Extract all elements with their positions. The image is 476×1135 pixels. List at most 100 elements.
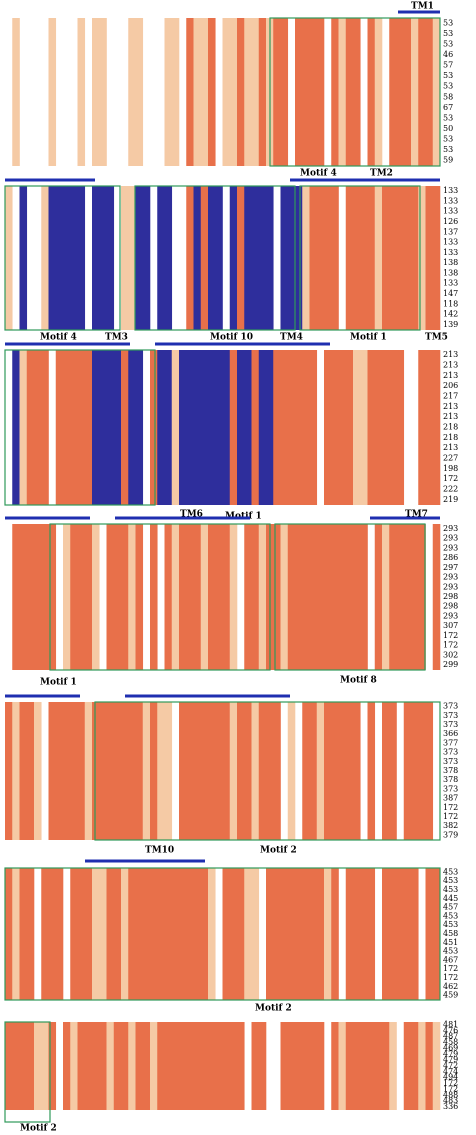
alignment-column — [432, 350, 441, 505]
position-number: 474 — [443, 1067, 458, 1076]
alignment-column — [302, 868, 310, 1000]
alignment-column — [382, 186, 390, 330]
alignment-column — [92, 18, 100, 166]
alignment-column — [374, 186, 383, 330]
position-number: 469 — [443, 1043, 458, 1052]
alignment-column — [360, 350, 368, 505]
alignment-column — [99, 186, 107, 330]
alignment-column — [324, 186, 332, 330]
alignment-column — [244, 350, 252, 505]
alignment-column — [338, 1022, 347, 1110]
alignment-column — [309, 350, 318, 505]
position-number: 147 — [443, 289, 458, 298]
alignment-column — [295, 868, 303, 1000]
alignment-column — [26, 702, 35, 840]
alignment-column — [229, 868, 238, 1000]
alignment-column — [251, 868, 260, 1000]
alignment-column — [55, 186, 64, 330]
alignment-column — [34, 1022, 42, 1110]
alignment-column — [287, 1022, 296, 1110]
alignment-column — [418, 524, 426, 670]
alignment-column — [48, 524, 57, 670]
motif-label: Motif 4 — [40, 333, 77, 343]
position-number: 451 — [443, 938, 458, 947]
alignment-column — [316, 702, 325, 840]
alignment-column — [157, 1022, 165, 1110]
alignment-column — [411, 186, 419, 330]
motif-label: TM10 — [145, 846, 174, 856]
alignment-column — [237, 868, 245, 1000]
alignment-column — [63, 186, 71, 330]
alignment-column — [331, 702, 339, 840]
alignment-column — [382, 350, 390, 505]
alignment-column — [48, 186, 57, 330]
position-number: 172 — [443, 973, 458, 982]
alignment-column — [389, 350, 397, 505]
position-number: 479 — [443, 1055, 458, 1064]
alignment-column — [331, 186, 339, 330]
alignment-column — [113, 702, 122, 840]
alignment-column — [345, 186, 354, 330]
alignment-column — [128, 868, 136, 1000]
motif-label: Motif 4 — [300, 169, 337, 179]
alignment-column — [113, 868, 122, 1000]
alignment-column — [280, 350, 289, 505]
position-number: 481 — [443, 1020, 458, 1029]
alignment-column — [208, 524, 216, 670]
position-number: 213 — [443, 402, 458, 411]
position-number: 133 — [443, 196, 458, 205]
alignment-column — [215, 186, 223, 330]
alignment-column — [77, 524, 86, 670]
alignment-column — [280, 18, 289, 166]
alignment-column — [34, 524, 42, 670]
alignment-column — [295, 524, 303, 670]
alignment-column — [150, 702, 158, 840]
alignment-column — [113, 350, 122, 505]
position-number: 142 — [443, 310, 458, 319]
alignment-column — [48, 1022, 57, 1110]
alignment-column — [367, 350, 376, 505]
alignment-column — [251, 350, 260, 505]
tm-bar — [5, 694, 80, 698]
position-number: 302 — [443, 650, 458, 659]
position-number: 453 — [443, 885, 458, 894]
alignment-column — [106, 350, 115, 505]
alignment-column — [425, 350, 434, 505]
tm-bar — [5, 516, 90, 520]
position-number: 227 — [443, 454, 458, 463]
position-number: 137 — [443, 227, 458, 236]
alignment-column — [258, 524, 267, 670]
alignment-column — [411, 868, 419, 1000]
position-number: 298 — [443, 592, 458, 601]
alignment-column — [55, 702, 64, 840]
tm-bar — [398, 10, 440, 14]
alignment-column — [179, 1022, 187, 1110]
alignment-column — [324, 868, 332, 1000]
alignment-column — [186, 18, 194, 166]
alignment-column — [302, 18, 310, 166]
alignment-column — [77, 350, 86, 505]
alignment-column — [403, 1022, 412, 1110]
alignment-column — [287, 350, 296, 505]
position-number: 453 — [443, 876, 458, 885]
position-number: 458 — [443, 1038, 458, 1047]
position-number: 297 — [443, 563, 458, 572]
alignment-column — [19, 702, 28, 840]
alignment-column — [41, 524, 49, 670]
alignment-column — [142, 1022, 151, 1110]
alignment-column — [142, 186, 151, 330]
alignment-column — [222, 18, 231, 166]
position-number: 293 — [443, 573, 458, 582]
alignment-column — [135, 1022, 144, 1110]
alignment-column — [128, 1022, 136, 1110]
tm-bar — [5, 342, 130, 346]
alignment-column — [244, 702, 252, 840]
position-number: 133 — [443, 207, 458, 216]
alignment-column — [128, 702, 136, 840]
alignment-column — [411, 18, 419, 166]
position-number: 67 — [443, 103, 453, 112]
alignment-column — [309, 702, 318, 840]
position-number: 462 — [443, 982, 458, 991]
alignment-column — [229, 350, 238, 505]
alignment-column — [360, 868, 368, 1000]
